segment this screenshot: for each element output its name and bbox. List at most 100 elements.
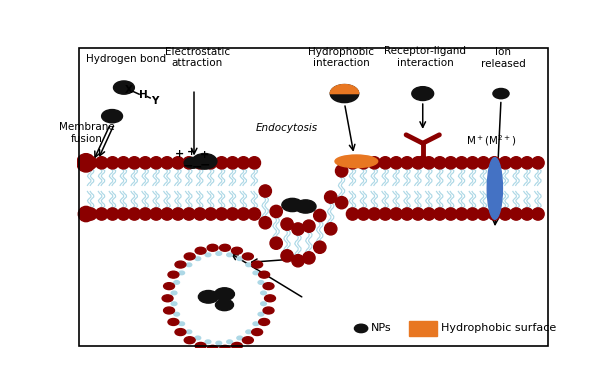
Circle shape (163, 307, 174, 314)
Circle shape (192, 154, 217, 169)
Ellipse shape (183, 208, 195, 220)
Circle shape (258, 281, 264, 284)
Ellipse shape (466, 157, 479, 169)
Text: X: X (125, 85, 133, 95)
Circle shape (263, 307, 274, 314)
Ellipse shape (303, 220, 315, 232)
FancyBboxPatch shape (409, 321, 437, 336)
Ellipse shape (259, 217, 272, 229)
Circle shape (216, 341, 222, 345)
Ellipse shape (193, 208, 206, 220)
Circle shape (102, 109, 122, 123)
Ellipse shape (499, 208, 512, 220)
Ellipse shape (281, 250, 293, 262)
Ellipse shape (488, 157, 501, 169)
Ellipse shape (455, 208, 468, 220)
Text: Membrane
fusion: Membrane fusion (59, 122, 115, 143)
Ellipse shape (455, 157, 468, 169)
Circle shape (231, 343, 242, 350)
Circle shape (179, 322, 185, 326)
Text: Hydrophobic
interaction: Hydrophobic interaction (308, 47, 374, 68)
Text: Electrostatic
attraction: Electrostatic attraction (165, 47, 230, 68)
Ellipse shape (281, 218, 293, 230)
Ellipse shape (215, 208, 228, 220)
Ellipse shape (172, 157, 184, 169)
Ellipse shape (161, 157, 173, 169)
Ellipse shape (357, 157, 370, 169)
Circle shape (252, 328, 263, 335)
Ellipse shape (118, 208, 130, 220)
Ellipse shape (139, 208, 151, 220)
Ellipse shape (423, 208, 435, 220)
Circle shape (184, 253, 195, 260)
Ellipse shape (314, 241, 326, 253)
Ellipse shape (412, 157, 424, 169)
Circle shape (205, 253, 211, 256)
Ellipse shape (390, 157, 402, 169)
Ellipse shape (401, 157, 413, 169)
Ellipse shape (510, 157, 523, 169)
Ellipse shape (487, 158, 502, 219)
Ellipse shape (488, 208, 501, 220)
Circle shape (215, 299, 234, 311)
Ellipse shape (95, 208, 108, 220)
Ellipse shape (390, 208, 402, 220)
Text: Ion
released: Ion released (481, 47, 526, 69)
Ellipse shape (335, 197, 348, 209)
Circle shape (242, 253, 253, 260)
Ellipse shape (226, 208, 239, 220)
Circle shape (175, 261, 186, 268)
Circle shape (174, 312, 179, 316)
Ellipse shape (417, 156, 428, 167)
Ellipse shape (270, 237, 282, 249)
Wedge shape (330, 84, 359, 93)
Circle shape (195, 257, 201, 260)
Ellipse shape (335, 155, 378, 168)
Circle shape (207, 244, 218, 251)
Circle shape (216, 252, 222, 255)
Ellipse shape (237, 208, 250, 220)
Ellipse shape (444, 208, 457, 220)
Circle shape (168, 319, 179, 325)
Ellipse shape (150, 157, 162, 169)
Text: +: + (187, 147, 196, 157)
Ellipse shape (324, 191, 337, 203)
Text: Hydrophobic surface: Hydrophobic surface (441, 323, 556, 334)
Circle shape (195, 336, 201, 340)
Circle shape (162, 295, 173, 302)
Text: +: + (200, 150, 209, 160)
Circle shape (237, 257, 242, 260)
Ellipse shape (314, 209, 326, 222)
Circle shape (246, 330, 252, 334)
Ellipse shape (521, 208, 533, 220)
Ellipse shape (292, 255, 304, 267)
Circle shape (242, 337, 253, 344)
Ellipse shape (248, 208, 261, 220)
Circle shape (168, 271, 179, 278)
Ellipse shape (510, 208, 523, 220)
Ellipse shape (368, 208, 381, 220)
Circle shape (259, 319, 270, 325)
Ellipse shape (466, 208, 479, 220)
Text: M$^+$(M$^{2+}$): M$^+$(M$^{2+}$) (466, 133, 517, 148)
Ellipse shape (423, 157, 435, 169)
Circle shape (330, 84, 359, 102)
Text: NPs: NPs (371, 323, 391, 334)
Ellipse shape (78, 206, 94, 222)
Circle shape (220, 244, 231, 251)
Circle shape (186, 263, 192, 267)
Ellipse shape (128, 208, 141, 220)
Ellipse shape (106, 208, 119, 220)
Circle shape (258, 312, 264, 316)
Circle shape (220, 345, 231, 352)
Circle shape (282, 198, 303, 212)
Ellipse shape (477, 208, 490, 220)
Circle shape (295, 200, 316, 213)
Circle shape (171, 302, 177, 305)
Circle shape (205, 340, 211, 344)
Text: Hydrogen bond: Hydrogen bond (86, 54, 166, 64)
Ellipse shape (172, 208, 184, 220)
Circle shape (253, 322, 259, 326)
Text: −: − (200, 159, 210, 172)
Ellipse shape (532, 208, 544, 220)
